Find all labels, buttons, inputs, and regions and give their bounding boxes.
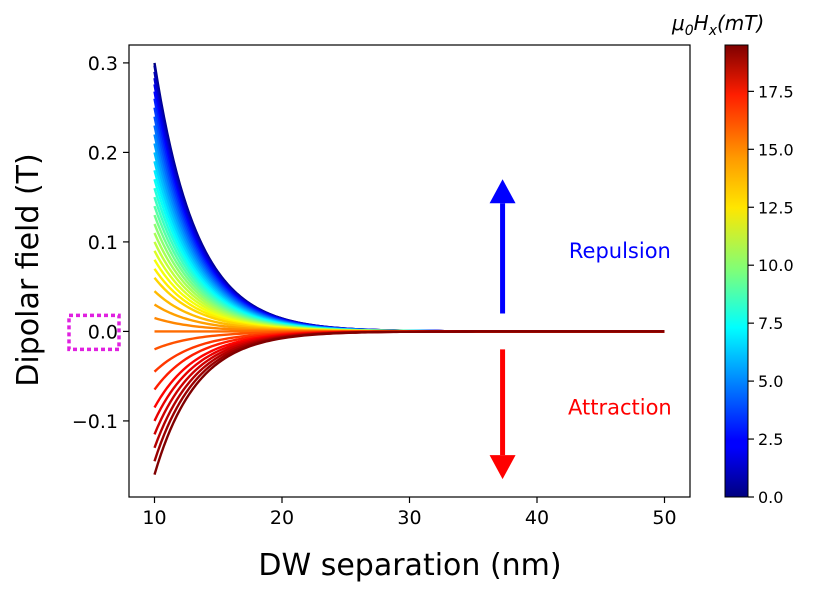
attraction-label: Attraction <box>568 395 672 419</box>
y-tick-label: 0.2 <box>88 142 118 164</box>
y-axis: −0.1 0.0 0.1 0.2 0.3 <box>72 53 129 433</box>
attraction-arrow-head <box>489 455 516 480</box>
y-tick-label: 0.1 <box>88 232 118 254</box>
y-axis-label: Dipolar field (T) <box>11 153 46 386</box>
colorbar <box>724 44 749 498</box>
y-tick-label: −0.1 <box>72 411 118 433</box>
colorbar-ticks: 0.0 2.5 5.0 7.5 10.0 12.5 15.0 17.5 <box>748 82 794 507</box>
x-axis-label: DW separation (nm) <box>258 548 561 583</box>
x-tick-label: 40 <box>525 507 549 529</box>
x-tick-label: 20 <box>270 507 294 529</box>
highlight-box <box>67 313 121 352</box>
annotation-arrows <box>489 179 516 480</box>
y-tick-label: 0.3 <box>88 53 118 75</box>
y-tick-label: 0.0 <box>88 321 118 343</box>
x-tick-label: 10 <box>142 507 166 529</box>
colorbar-tick-label: 7.5 <box>758 314 783 333</box>
x-tick-label: 30 <box>397 507 421 529</box>
colorbar-tick-label: 17.5 <box>758 82 794 101</box>
colorbar-tick-label: 12.5 <box>758 198 794 217</box>
repulsion-label: Repulsion <box>569 239 671 263</box>
field-curve <box>153 330 665 475</box>
x-axis: 10 20 30 40 50 <box>142 497 677 529</box>
plot-area <box>128 44 691 498</box>
colorbar-tick-label: 5.0 <box>758 372 783 391</box>
repulsion-arrow-head <box>489 179 516 204</box>
x-tick-label: 50 <box>652 507 676 529</box>
colorbar-tick-label: 15.0 <box>758 140 794 159</box>
colorbar-tick-label: 0.0 <box>758 488 783 507</box>
colorbar-tick-label: 10.0 <box>758 256 794 275</box>
colorbar-label: μ0Hx(mT) <box>671 11 764 39</box>
colorbar-tick-label: 2.5 <box>758 430 783 449</box>
curve-family <box>153 62 665 475</box>
